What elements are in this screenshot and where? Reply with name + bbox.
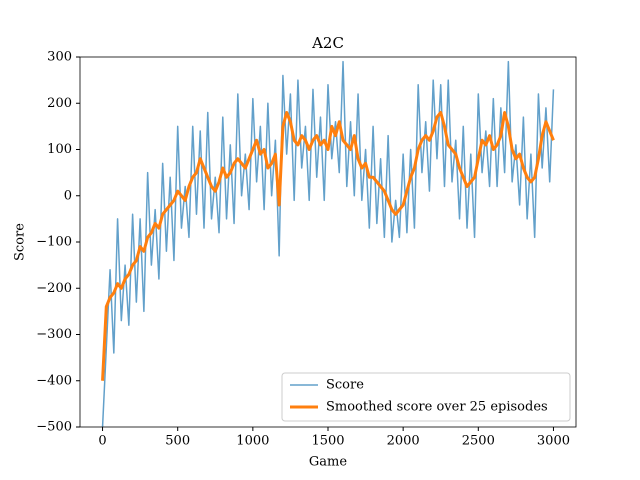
y-tick-label: −500 — [36, 420, 72, 435]
y-tick-label: 0 — [64, 188, 72, 203]
x-tick-label: 2500 — [462, 434, 495, 449]
x-tick-label: 2000 — [387, 434, 420, 449]
x-tick-label: 500 — [165, 434, 190, 449]
y-tick-label: −400 — [36, 373, 72, 388]
y-tick-label: −300 — [36, 327, 72, 342]
x-axis-label: Game — [309, 455, 347, 470]
x-tick-label: 1000 — [236, 434, 269, 449]
x-tick-label: 3000 — [537, 434, 570, 449]
x-tick-label: 0 — [98, 434, 106, 449]
legend: Score Smoothed score over 25 episodes — [281, 372, 571, 422]
y-tick-label: 100 — [47, 142, 72, 157]
y-tick-label: 300 — [47, 50, 72, 65]
x-tick-label: 1500 — [311, 434, 344, 449]
legend-box — [281, 372, 571, 422]
series-line — [101, 60, 555, 427]
y-tick-label: −100 — [36, 235, 72, 250]
legend-label: Smoothed score over 25 episodes — [326, 400, 548, 415]
legend-label: Score — [326, 378, 364, 393]
y-tick-label: −200 — [36, 281, 72, 296]
chart-title: A2C — [311, 34, 344, 52]
y-tick-label: 200 — [47, 96, 72, 111]
y-axis-label: Score — [13, 223, 28, 261]
series-line — [101, 111, 555, 381]
